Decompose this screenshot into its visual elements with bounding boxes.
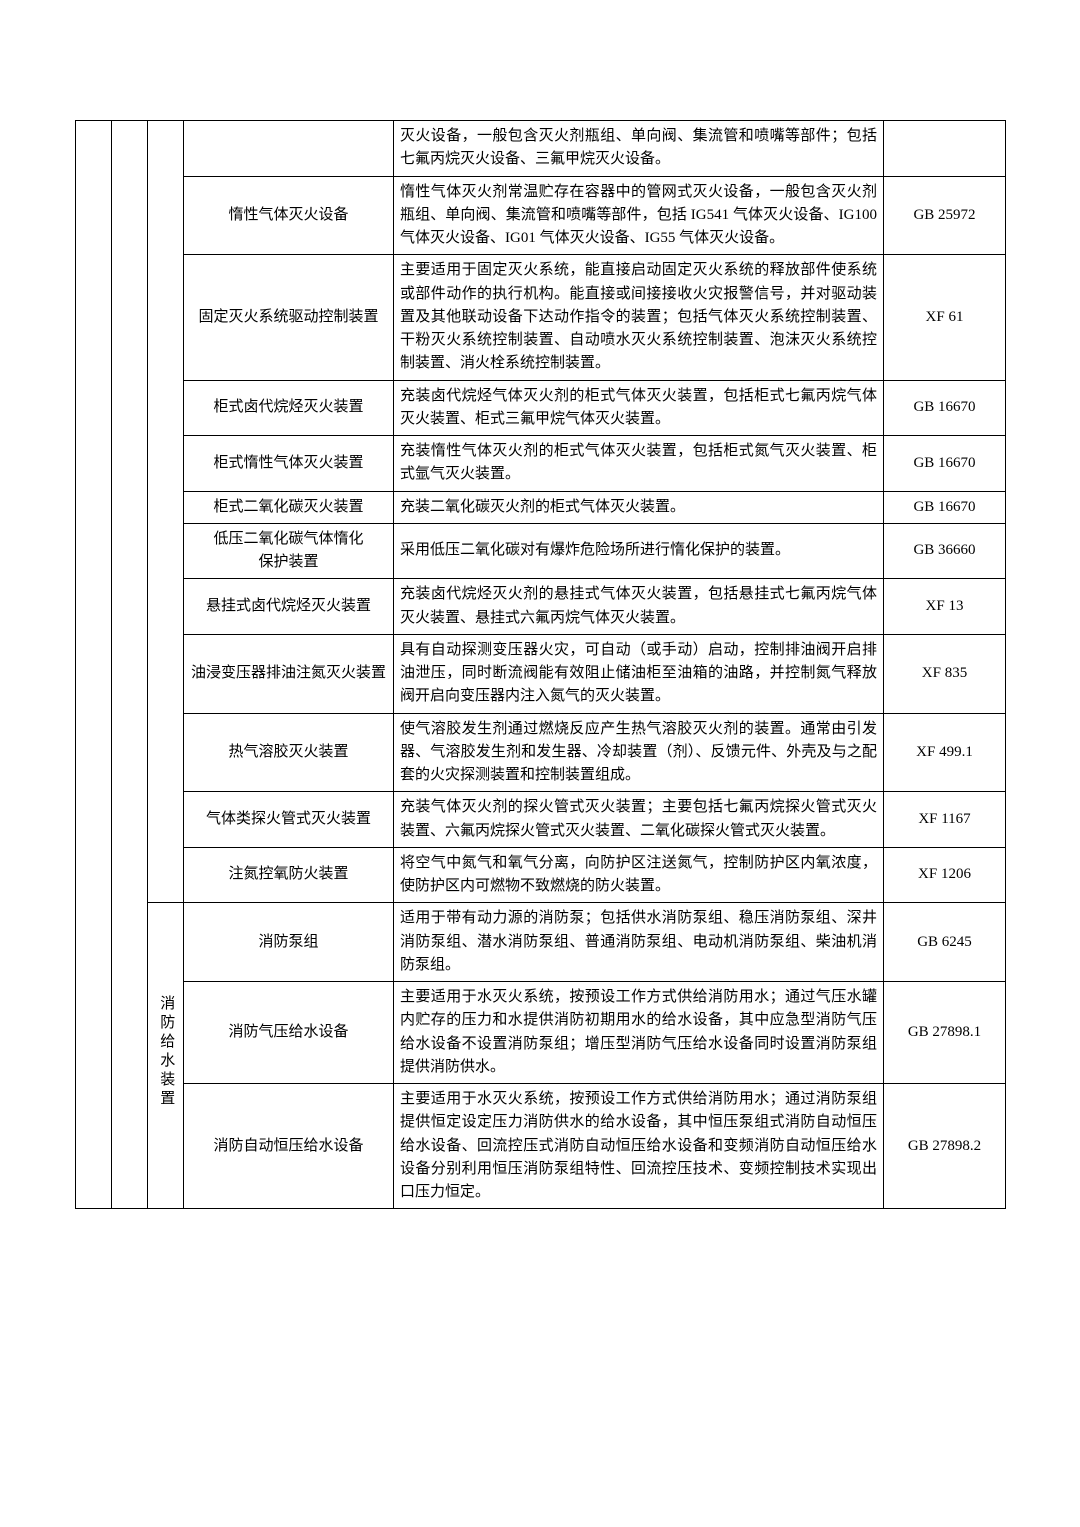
table-row: 消防给水装置消防泵组适用于带有动力源的消防泵；包括供水消防泵组、稳压消防泵组、深… [76, 903, 1006, 982]
product-standard-table: 灭火设备，一般包含灭火剂瓶组、单向阀、集流管和喷嘴等部件；包括七氟丙烷灭火设备、… [75, 120, 1005, 1209]
product-name-cell: 注氮控氧防火装置 [184, 847, 394, 903]
product-name: 气体类探火管式灭火装置 [206, 811, 371, 827]
table-row: 柜式卤代烷烃灭火装置 充装卤代烷烃气体灭火剂的柜式气体灭火装置，包括柜式七氟丙烷气… [76, 380, 1006, 436]
product-name: 柜式卤代烷烃灭火装置 [213, 399, 363, 415]
product-desc-cell: 充装气体灭火剂的探火管式灭火装置；主要包括七氟丙烷探火管式灭火装置、六氟丙烷探火… [394, 792, 884, 848]
table-row: 消防气压给水设备 主要适用于水灭火系统，按预设工作方式供给消防用水；通过气压水罐内… [76, 982, 1006, 1084]
table-row: 消防自动恒压给水设备 主要适用于水灭火系统，按预设工作方式供给消防用水；通过消防泵… [76, 1084, 1006, 1209]
table-row: 低压二氧化碳气体惰化保护装置采用低压二氧化碳对有爆炸危险场所进行惰化保护的装置。… [76, 523, 1006, 579]
product-name: 消防自动恒压给水设备 [213, 1138, 363, 1154]
standard-code-cell: GB 16670 [884, 436, 1006, 492]
product-desc-cell: 主要适用于固定灭火系统，能直接启动固定灭火系统的释放部件使系统或部件动作的执行机… [394, 255, 884, 380]
table-row: 油浸变压器排油注氮灭火装置具有自动探测变压器火灾，可自动（或手动）启动，控制排油… [76, 634, 1006, 713]
product-desc-cell: 具有自动探测变压器火灾，可自动（或手动）启动，控制排油阀开启排油泄压，同时断流阀… [394, 634, 884, 713]
group-col-1 [76, 121, 112, 1209]
product-name: 固定灭火系统驱动控制装置 [198, 309, 378, 325]
product-name: 消防泵组 [258, 934, 318, 950]
standard-code-cell [884, 121, 1006, 177]
product-name-cell: 柜式二氧化碳灭火装置 [184, 491, 394, 523]
table-row: 固定灭火系统驱动控制装置主要适用于固定灭火系统，能直接启动固定灭火系统的释放部件… [76, 255, 1006, 380]
product-desc-cell: 将空气中氮气和氧气分离，向防护区注送氮气，控制防护区内氧浓度，使防护区内可燃物不… [394, 847, 884, 903]
standard-code-cell: GB 16670 [884, 380, 1006, 436]
product-name: 注氮控氧防火装置 [228, 866, 348, 882]
standard-code-cell: XF 13 [884, 579, 1006, 635]
product-desc-cell: 使气溶胶发生剂通过燃烧反应产生热气溶胶灭火剂的装置。通常由引发器、气溶胶发生剂和… [394, 713, 884, 792]
product-name-cell: 低压二氧化碳气体惰化保护装置 [184, 523, 394, 579]
product-name: 油浸变压器排油注氮灭火装置 [191, 665, 386, 681]
product-desc-cell: 适用于带有动力源的消防泵；包括供水消防泵组、稳压消防泵组、深井消防泵组、潜水消防… [394, 903, 884, 982]
product-name-cell: 消防泵组 [184, 903, 394, 982]
standard-code-cell: GB 6245 [884, 903, 1006, 982]
product-desc-cell: 惰性气体灭火剂常温贮存在容器中的管网式灭火设备，一般包含灭火剂瓶组、单向阀、集流… [394, 176, 884, 255]
product-name: 悬挂式卤代烷烃灭火装置 [206, 598, 371, 614]
standard-code-cell: XF 61 [884, 255, 1006, 380]
product-name: 惰性气体灭火设备 [228, 207, 348, 223]
table: 灭火设备，一般包含灭火剂瓶组、单向阀、集流管和喷嘴等部件；包括七氟丙烷灭火设备、… [75, 120, 1006, 1209]
product-name-cell: 气体类探火管式灭火装置 [184, 792, 394, 848]
table-row: 柜式二氧化碳灭火装置 充装二氧化碳灭火剂的柜式气体灭火装置。GB 16670 [76, 491, 1006, 523]
standard-code-cell: GB 25972 [884, 176, 1006, 255]
product-name: 柜式惰性气体灭火装置 [213, 455, 363, 471]
standard-code-cell: XF 1206 [884, 847, 1006, 903]
standard-code-cell: GB 36660 [884, 523, 1006, 579]
product-name-cell: 固定灭火系统驱动控制装置 [184, 255, 394, 380]
product-name: 消防气压给水设备 [228, 1024, 348, 1040]
table-row: 注氮控氧防火装置 将空气中氮气和氧气分离，向防护区注送氮气，控制防护区内氧浓度，使… [76, 847, 1006, 903]
product-name-cell: 柜式惰性气体灭火装置 [184, 436, 394, 492]
table-row: 气体类探火管式灭火装置 充装气体灭火剂的探火管式灭火装置；主要包括七氟丙烷探火管式… [76, 792, 1006, 848]
product-desc-cell: 充装二氧化碳灭火剂的柜式气体灭火装置。 [394, 491, 884, 523]
group-col-3-top [148, 121, 184, 903]
product-name: 热气溶胶灭火装置 [228, 744, 348, 760]
product-name-cell: 惰性气体灭火设备 [184, 176, 394, 255]
standard-code-cell: XF 499.1 [884, 713, 1006, 792]
product-desc-cell: 主要适用于水灭火系统，按预设工作方式供给消防用水；通过气压水罐内贮存的压力和水提… [394, 982, 884, 1084]
standard-code-cell: GB 16670 [884, 491, 1006, 523]
table-row: 灭火设备，一般包含灭火剂瓶组、单向阀、集流管和喷嘴等部件；包括七氟丙烷灭火设备、… [76, 121, 1006, 177]
product-desc-cell: 主要适用于水灭火系统，按预设工作方式供给消防用水；通过消防泵组提供恒定设定压力消… [394, 1084, 884, 1209]
group-col-3-bottom: 消防给水装置 [148, 903, 184, 1209]
product-name: 保护装置 [258, 554, 318, 570]
product-desc-cell: 充装卤代烷烃灭火剂的悬挂式气体灭火装置，包括悬挂式七氟丙烷气体灭火装置、悬挂式六… [394, 579, 884, 635]
product-name: 柜式二氧化碳灭火装置 [213, 499, 363, 515]
table-row: 悬挂式卤代烷烃灭火装置 充装卤代烷烃灭火剂的悬挂式气体灭火装置，包括悬挂式七氟丙烷… [76, 579, 1006, 635]
product-name-cell [184, 121, 394, 177]
product-name: 低压二氧化碳气体惰化 [213, 531, 363, 547]
product-name-cell: 消防自动恒压给水设备 [184, 1084, 394, 1209]
product-name-cell: 油浸变压器排油注氮灭火装置 [184, 634, 394, 713]
group-col-2 [112, 121, 148, 1209]
product-desc-cell: 充装惰性气体灭火剂的柜式气体灭火装置，包括柜式氮气灭火装置、柜式氩气灭火装置。 [394, 436, 884, 492]
table-row: 柜式惰性气体灭火装置 充装惰性气体灭火剂的柜式气体灭火装置，包括柜式氮气灭火装置、… [76, 436, 1006, 492]
product-desc-cell: 充装卤代烷烃气体灭火剂的柜式气体灭火装置，包括柜式七氟丙烷气体灭火装置、柜式三氟… [394, 380, 884, 436]
product-desc-cell: 采用低压二氧化碳对有爆炸危险场所进行惰化保护的装置。 [394, 523, 884, 579]
product-name-cell: 悬挂式卤代烷烃灭火装置 [184, 579, 394, 635]
product-desc-cell: 灭火设备，一般包含灭火剂瓶组、单向阀、集流管和喷嘴等部件；包括七氟丙烷灭火设备、… [394, 121, 884, 177]
product-name-cell: 消防气压给水设备 [184, 982, 394, 1084]
standard-code-cell: GB 27898.1 [884, 982, 1006, 1084]
table-row: 惰性气体灭火设备 惰性气体灭火剂常温贮存在容器中的管网式灭火设备，一般包含灭火剂瓶… [76, 176, 1006, 255]
standard-code-cell: GB 27898.2 [884, 1084, 1006, 1209]
product-name-cell: 柜式卤代烷烃灭火装置 [184, 380, 394, 436]
standard-code-cell: XF 835 [884, 634, 1006, 713]
standard-code-cell: XF 1167 [884, 792, 1006, 848]
table-row: 热气溶胶灭火装置 使气溶胶发生剂通过燃烧反应产生热气溶胶灭火剂的装置。通常由引发器… [76, 713, 1006, 792]
product-name-cell: 热气溶胶灭火装置 [184, 713, 394, 792]
category-label: 消防给水装置 [154, 995, 177, 1109]
